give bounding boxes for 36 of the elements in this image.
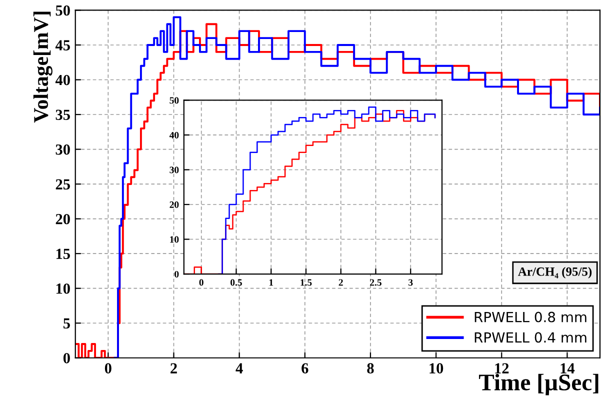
x-tick-label: 0.5: [230, 279, 242, 286]
y-tick-label: 0: [63, 353, 70, 364]
y-tick-label: 25: [56, 179, 70, 190]
y-tick-label: 35: [56, 110, 70, 120]
y-tick-label: 30: [56, 144, 70, 155]
legend-label: RPWELL 0.4 mm: [474, 332, 586, 343]
x-tick-label: 1.5: [300, 279, 312, 286]
x-tick-label: 8: [367, 363, 374, 374]
y-tick-label: 15: [56, 248, 70, 260]
x-tick-label: 2: [170, 363, 177, 374]
x-tick-label: 6: [302, 363, 308, 374]
y-tick-label: 50: [170, 97, 179, 104]
x-tick-label: 2: [338, 279, 343, 286]
y-tick-label: 30: [170, 166, 179, 174]
y-tick-label: 40: [169, 132, 179, 138]
y-axis-title: Voltage[mV]: [33, 12, 52, 123]
y-tick-label: 20: [56, 214, 70, 224]
y-tick-label: 40: [55, 74, 70, 86]
x-tick-label: 1: [269, 279, 274, 286]
x-tick-label: 3: [408, 279, 413, 286]
x-tick-label: 12: [495, 363, 509, 374]
x-tick-label: 4: [236, 363, 243, 374]
y-tick-label: 10: [170, 236, 179, 243]
annotation: Ar/CH₄ (95/5): [518, 267, 592, 278]
y-tick-label: 45: [55, 40, 70, 50]
y-tick-label: 0: [174, 270, 179, 278]
x-tick-label: 0: [104, 363, 112, 374]
y-tick-label: 5: [63, 318, 70, 329]
y-tick-label: 20: [170, 201, 179, 208]
y-tick-label: 50: [56, 5, 70, 16]
x-axis-title: Time [µSec]: [478, 374, 598, 396]
legend-label: RPWELL 0.8 mm: [474, 312, 586, 322]
x-tick-label: 14: [560, 363, 575, 374]
x-tick-label: 0: [199, 279, 204, 286]
x-tick-label: 2.5: [370, 279, 382, 286]
x-tick-label: 10: [430, 363, 444, 374]
